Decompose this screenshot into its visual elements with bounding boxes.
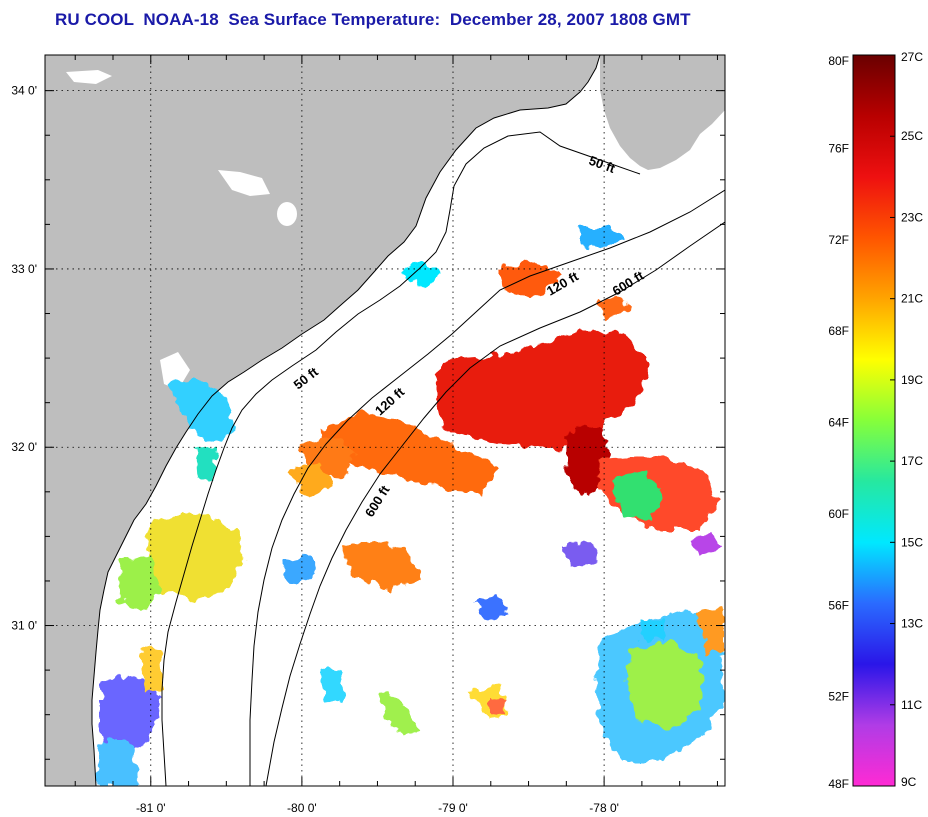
colorbar-f-label: 68F [828, 324, 849, 338]
lat-tick-label: 34 0' [11, 84, 37, 98]
colorbar-f-label: 60F [828, 507, 849, 521]
colorbar-f-label: 48F [828, 777, 849, 791]
colorbar-f-label: 56F [828, 598, 849, 612]
lon-tick-label: -78 0' [589, 801, 619, 815]
map-title: RU COOL NOAA-18 Sea Surface Temperature:… [55, 10, 691, 29]
coastline [91, 55, 601, 786]
colorbar-fahrenheit-labels: 80F 76F 72F 68F 64F 60F 56F 52F 48F [828, 54, 849, 791]
graticule [45, 55, 725, 786]
colorbar-ticks [890, 54, 895, 787]
isobath-50ft [161, 131, 641, 786]
isobath-600ft [265, 221, 725, 786]
land-cape [600, 55, 725, 170]
colorbar-f-label: 64F [828, 416, 849, 430]
colorbar-gradient [852, 54, 896, 787]
plot-frame [44, 54, 726, 787]
isobath-120ft [249, 189, 725, 786]
colorbar: 80F 76F 72F 68F 64F 60F 56F 52F 48F 27C 25C 23C 21C… [828, 50, 923, 791]
colorbar-f-label: 72F [828, 233, 849, 247]
lon-tick-label: -79 0' [438, 801, 468, 815]
colorbar-c-label: 11C [901, 698, 922, 712]
lon-tick-label: -81 0' [136, 801, 166, 815]
colorbar-c-label: 13C [901, 617, 923, 631]
colorbar-c-label: 15C [901, 535, 923, 549]
colorbar-c-label: 21C [901, 292, 923, 306]
colorbar-c-label: 17C [901, 454, 923, 468]
colorbar-f-label: 80F [828, 54, 849, 68]
lon-tick-label: -80 0' [287, 801, 317, 815]
colorbar-c-label: 27C [901, 50, 923, 64]
inland-water [66, 70, 297, 390]
lat-tick-label: 31 0' [11, 619, 37, 633]
colorbar-celsius-labels: 27C 25C 23C 21C 19C 17C 15C 13C 11C 9C [901, 50, 923, 789]
axis-ticks [45, 55, 725, 786]
land-mass [45, 55, 600, 786]
colorbar-c-label: 25C [901, 129, 923, 143]
colorbar-f-label: 76F [828, 141, 849, 155]
colorbar-c-label: 23C [901, 210, 923, 224]
colorbar-c-label: 19C [901, 373, 923, 387]
colorbar-c-label: 9C [901, 775, 917, 789]
colorbar-f-label: 52F [828, 690, 849, 704]
lat-tick-label: 32 0' [11, 440, 37, 454]
lat-tick-label: 33 0' [11, 262, 37, 276]
axis-tick-labels: -81 0' -80 0' -79 0' -78 0' 34 0' 33 0' 32 0' 3… [11, 84, 619, 815]
